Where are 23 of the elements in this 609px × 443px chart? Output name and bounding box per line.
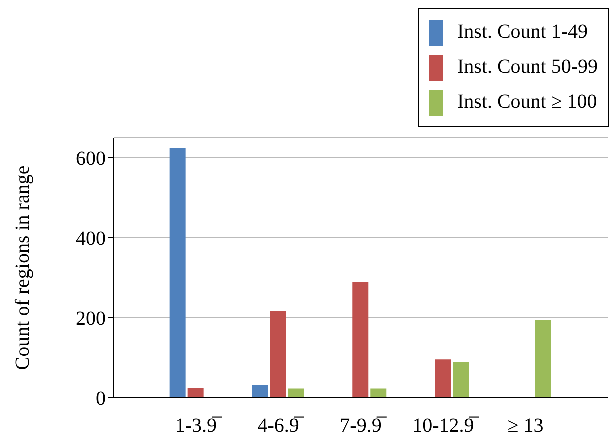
bar: [370, 388, 387, 398]
legend-label: Inst. Count ≥ 100: [457, 90, 598, 115]
bar: [435, 360, 452, 398]
bar: [352, 282, 369, 398]
x-tick-label: 10-12.9̅: [412, 415, 480, 438]
bar: [252, 385, 268, 398]
y-tick-label: 200: [76, 308, 106, 330]
y-axis-title: Count of regions in range: [12, 166, 34, 370]
y-tick-label: 600: [76, 148, 106, 170]
x-tick-label: 4-6.9̅: [258, 415, 306, 438]
x-tick-label: 1-3.9̅: [175, 415, 224, 438]
bar: [453, 362, 470, 398]
bar: [270, 311, 286, 398]
legend-label: Inst. Count 50-99: [457, 55, 598, 80]
y-tick-label: 0: [96, 388, 106, 410]
bar: [535, 320, 552, 398]
bar: [188, 388, 204, 398]
legend-label: Inst. Count 1-49: [457, 20, 588, 45]
x-tick-label: ≥ 13: [508, 415, 544, 438]
x-tick-label: 7-9.9̅: [340, 415, 388, 438]
bar: [288, 388, 304, 398]
bar: [170, 148, 186, 398]
y-tick-label: 400: [76, 228, 106, 250]
